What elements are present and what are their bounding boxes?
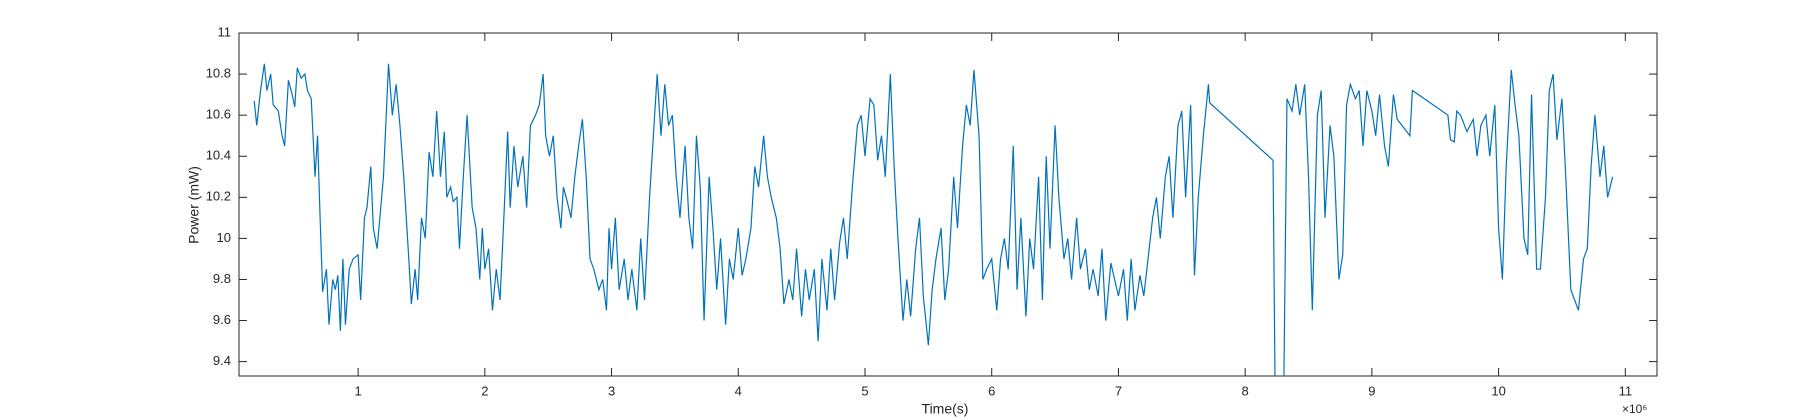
x-tick-label: 9 — [1368, 383, 1375, 398]
x-tick-label: 2 — [481, 383, 488, 398]
x-tick-label: 1 — [354, 383, 361, 398]
y-tick-label: 9.8 — [213, 271, 231, 286]
x-tick-label: 6 — [988, 383, 995, 398]
y-tick-label: 11 — [218, 24, 232, 39]
x-tick-label: 8 — [1242, 383, 1249, 398]
x-exponent: ×10⁶ — [1622, 402, 1647, 416]
x-tick-label: 5 — [861, 383, 868, 398]
y-tick-label: 9.6 — [213, 312, 231, 327]
y-axis-label: Power (mW) — [186, 166, 202, 244]
x-axis-label: Time(s) — [922, 401, 969, 417]
y-tick-label: 10.4 — [206, 148, 231, 163]
x-tick-label: 7 — [1115, 383, 1122, 398]
x-tick-label: 11 — [1619, 383, 1633, 398]
y-tick-label: 10.6 — [206, 107, 231, 122]
x-tick-label: 4 — [735, 383, 742, 398]
y-tick-label: 10.2 — [206, 189, 231, 204]
axes-box — [238, 32, 1658, 377]
data-line — [253, 63, 1614, 376]
y-tick-label: 10 — [217, 230, 231, 245]
y-tick-label: 10.8 — [206, 66, 231, 81]
x-tick-label: 10 — [1491, 383, 1505, 398]
y-tick-label: 9.4 — [213, 353, 231, 368]
x-tick-label: 3 — [608, 383, 615, 398]
